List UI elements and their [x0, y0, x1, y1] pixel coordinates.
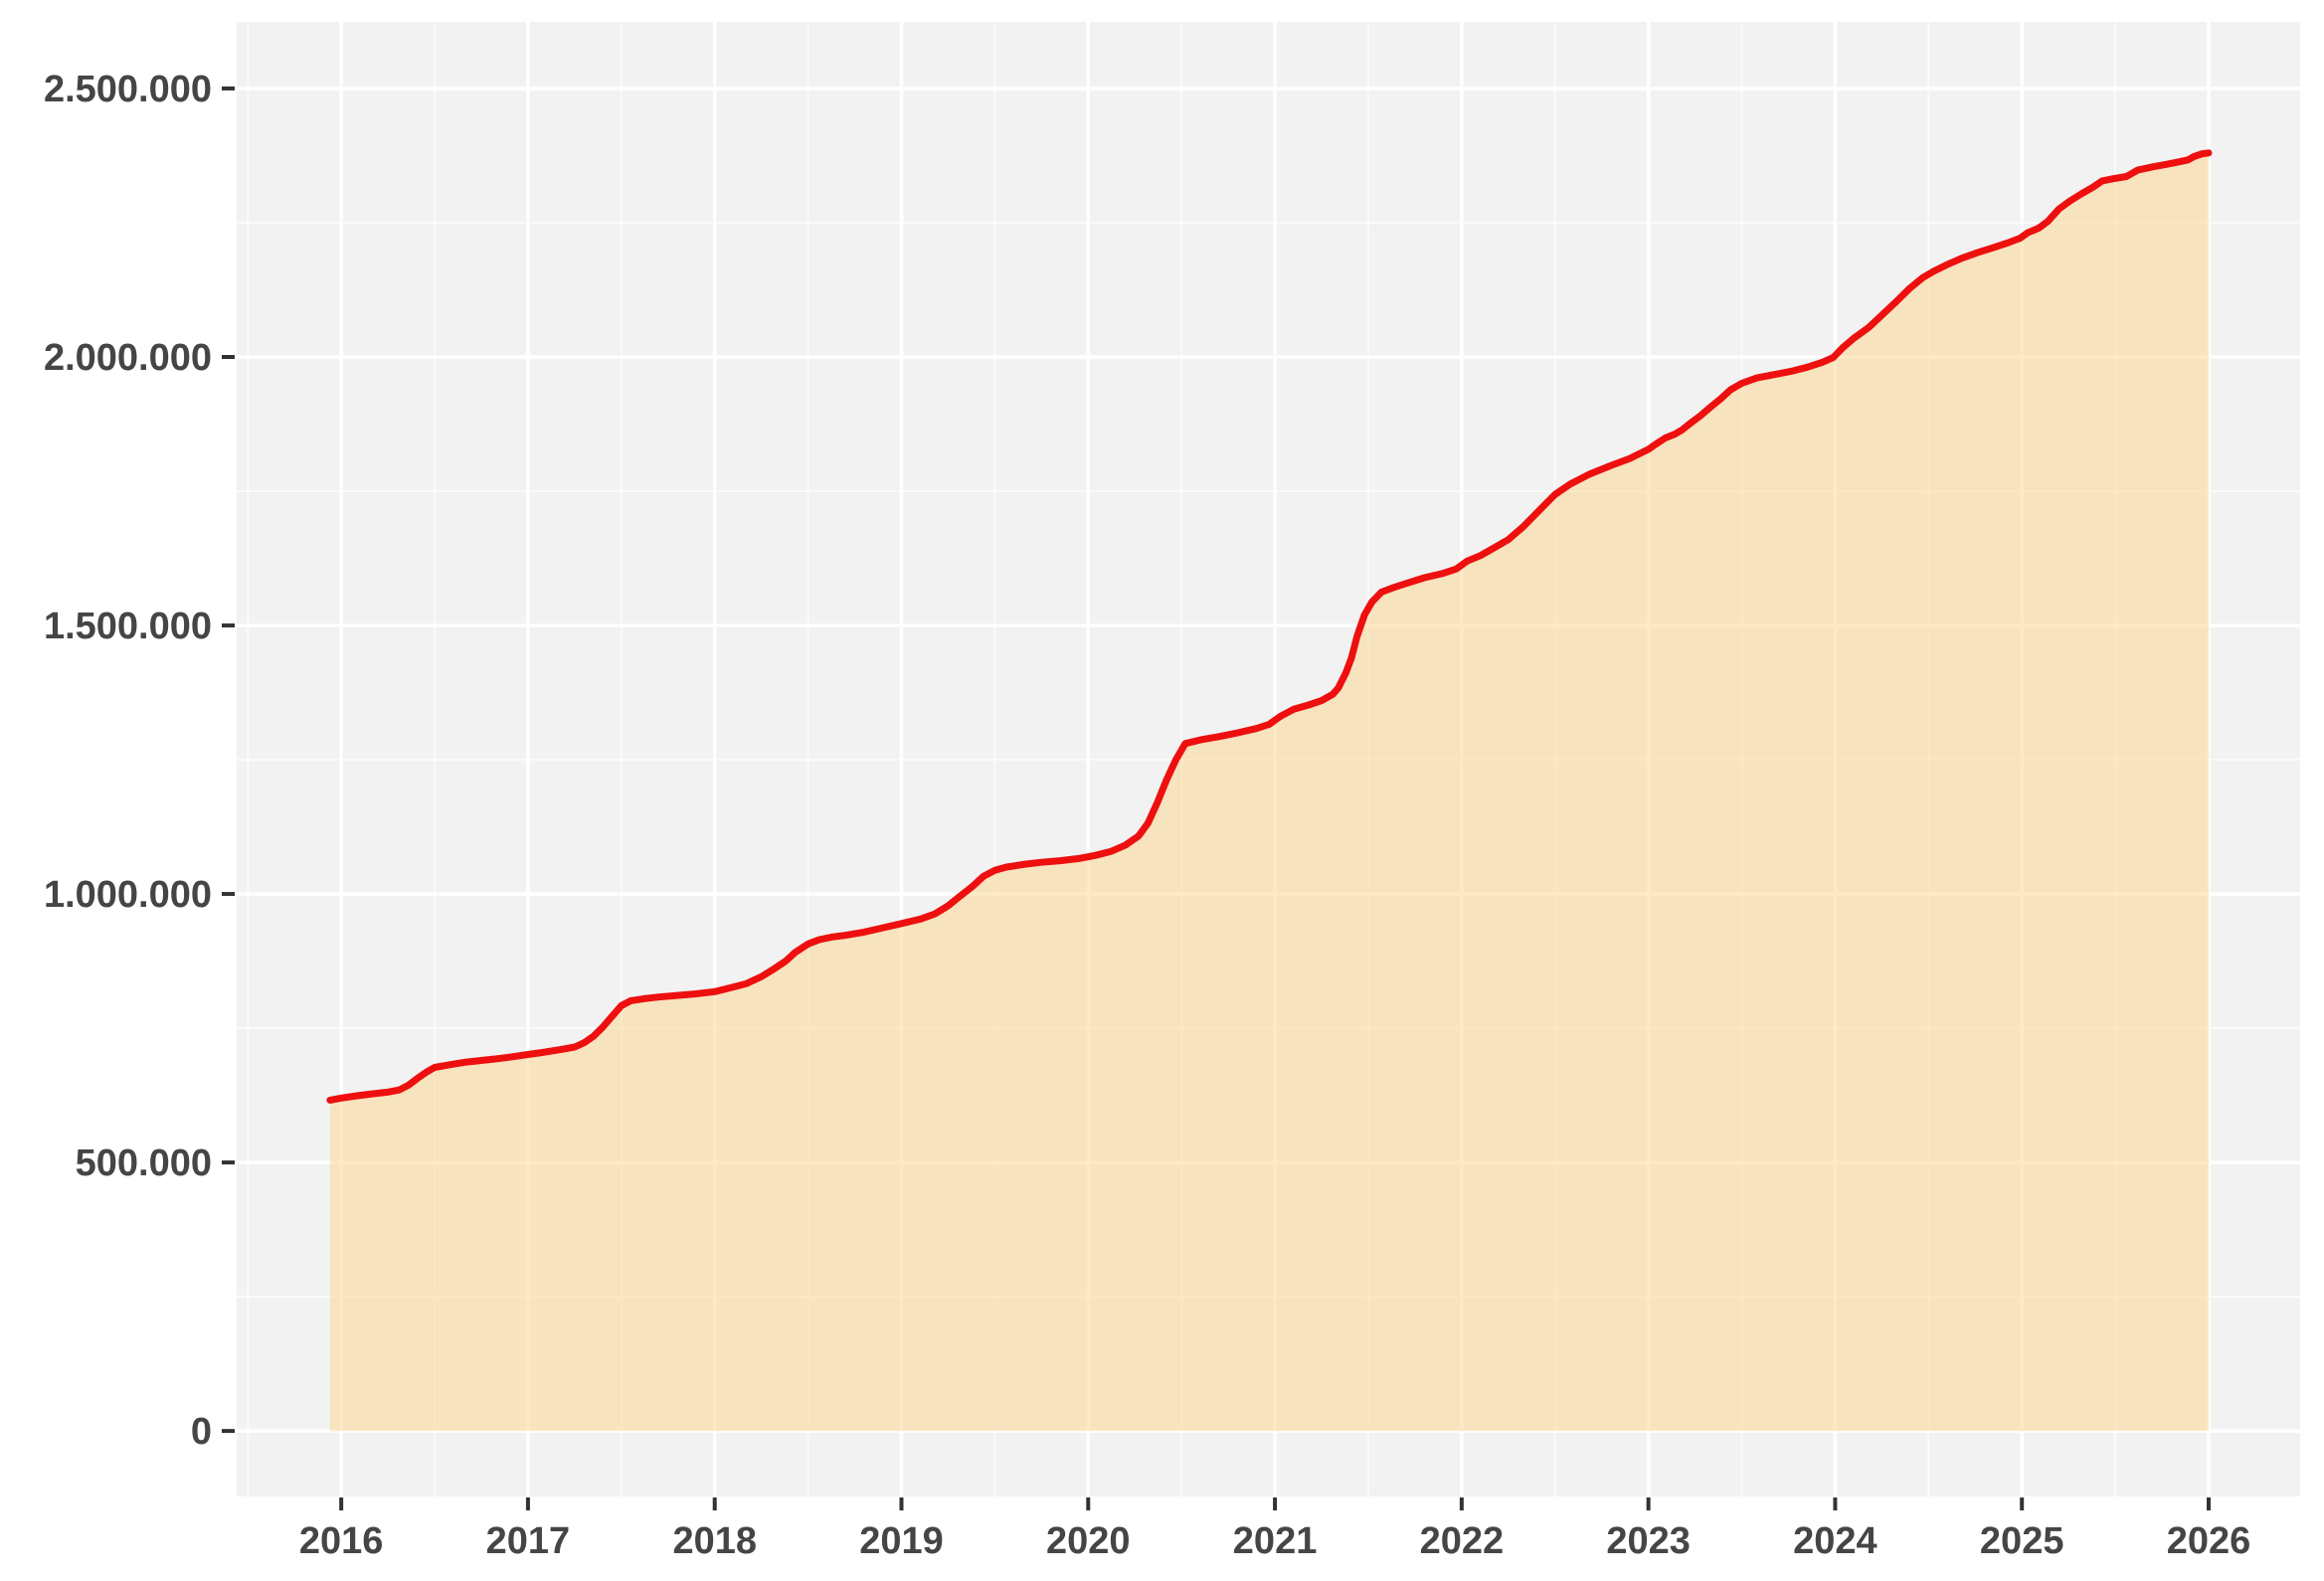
x-tick-label: 2024 [1793, 1520, 1877, 1562]
y-tick-label: 0 [191, 1411, 212, 1453]
trend-line [326, 149, 2213, 1104]
y-tick-label: 500.000 [76, 1142, 212, 1184]
x-tick-label: 2017 [486, 1520, 571, 1562]
x-tick-label: 2022 [1420, 1520, 1505, 1562]
y-tick-label: 1.500.000 [44, 606, 212, 647]
y-tick-label: 2.500.000 [44, 69, 212, 110]
x-tick-label: 2020 [1046, 1520, 1131, 1562]
x-tick-label: 2021 [1233, 1520, 1318, 1562]
x-tick-label: 2023 [1606, 1520, 1691, 1562]
y-tick-label: 1.000.000 [44, 874, 212, 916]
y-tick-label: 2.000.000 [44, 337, 212, 379]
x-tick-label: 2026 [2167, 1520, 2251, 1562]
x-tick-label: 2018 [672, 1520, 757, 1562]
area-fill [329, 152, 2209, 1432]
x-tick-label: 2019 [859, 1520, 944, 1562]
x-tick-label: 2016 [299, 1520, 384, 1562]
x-tick-label: 2025 [1980, 1520, 2064, 1562]
